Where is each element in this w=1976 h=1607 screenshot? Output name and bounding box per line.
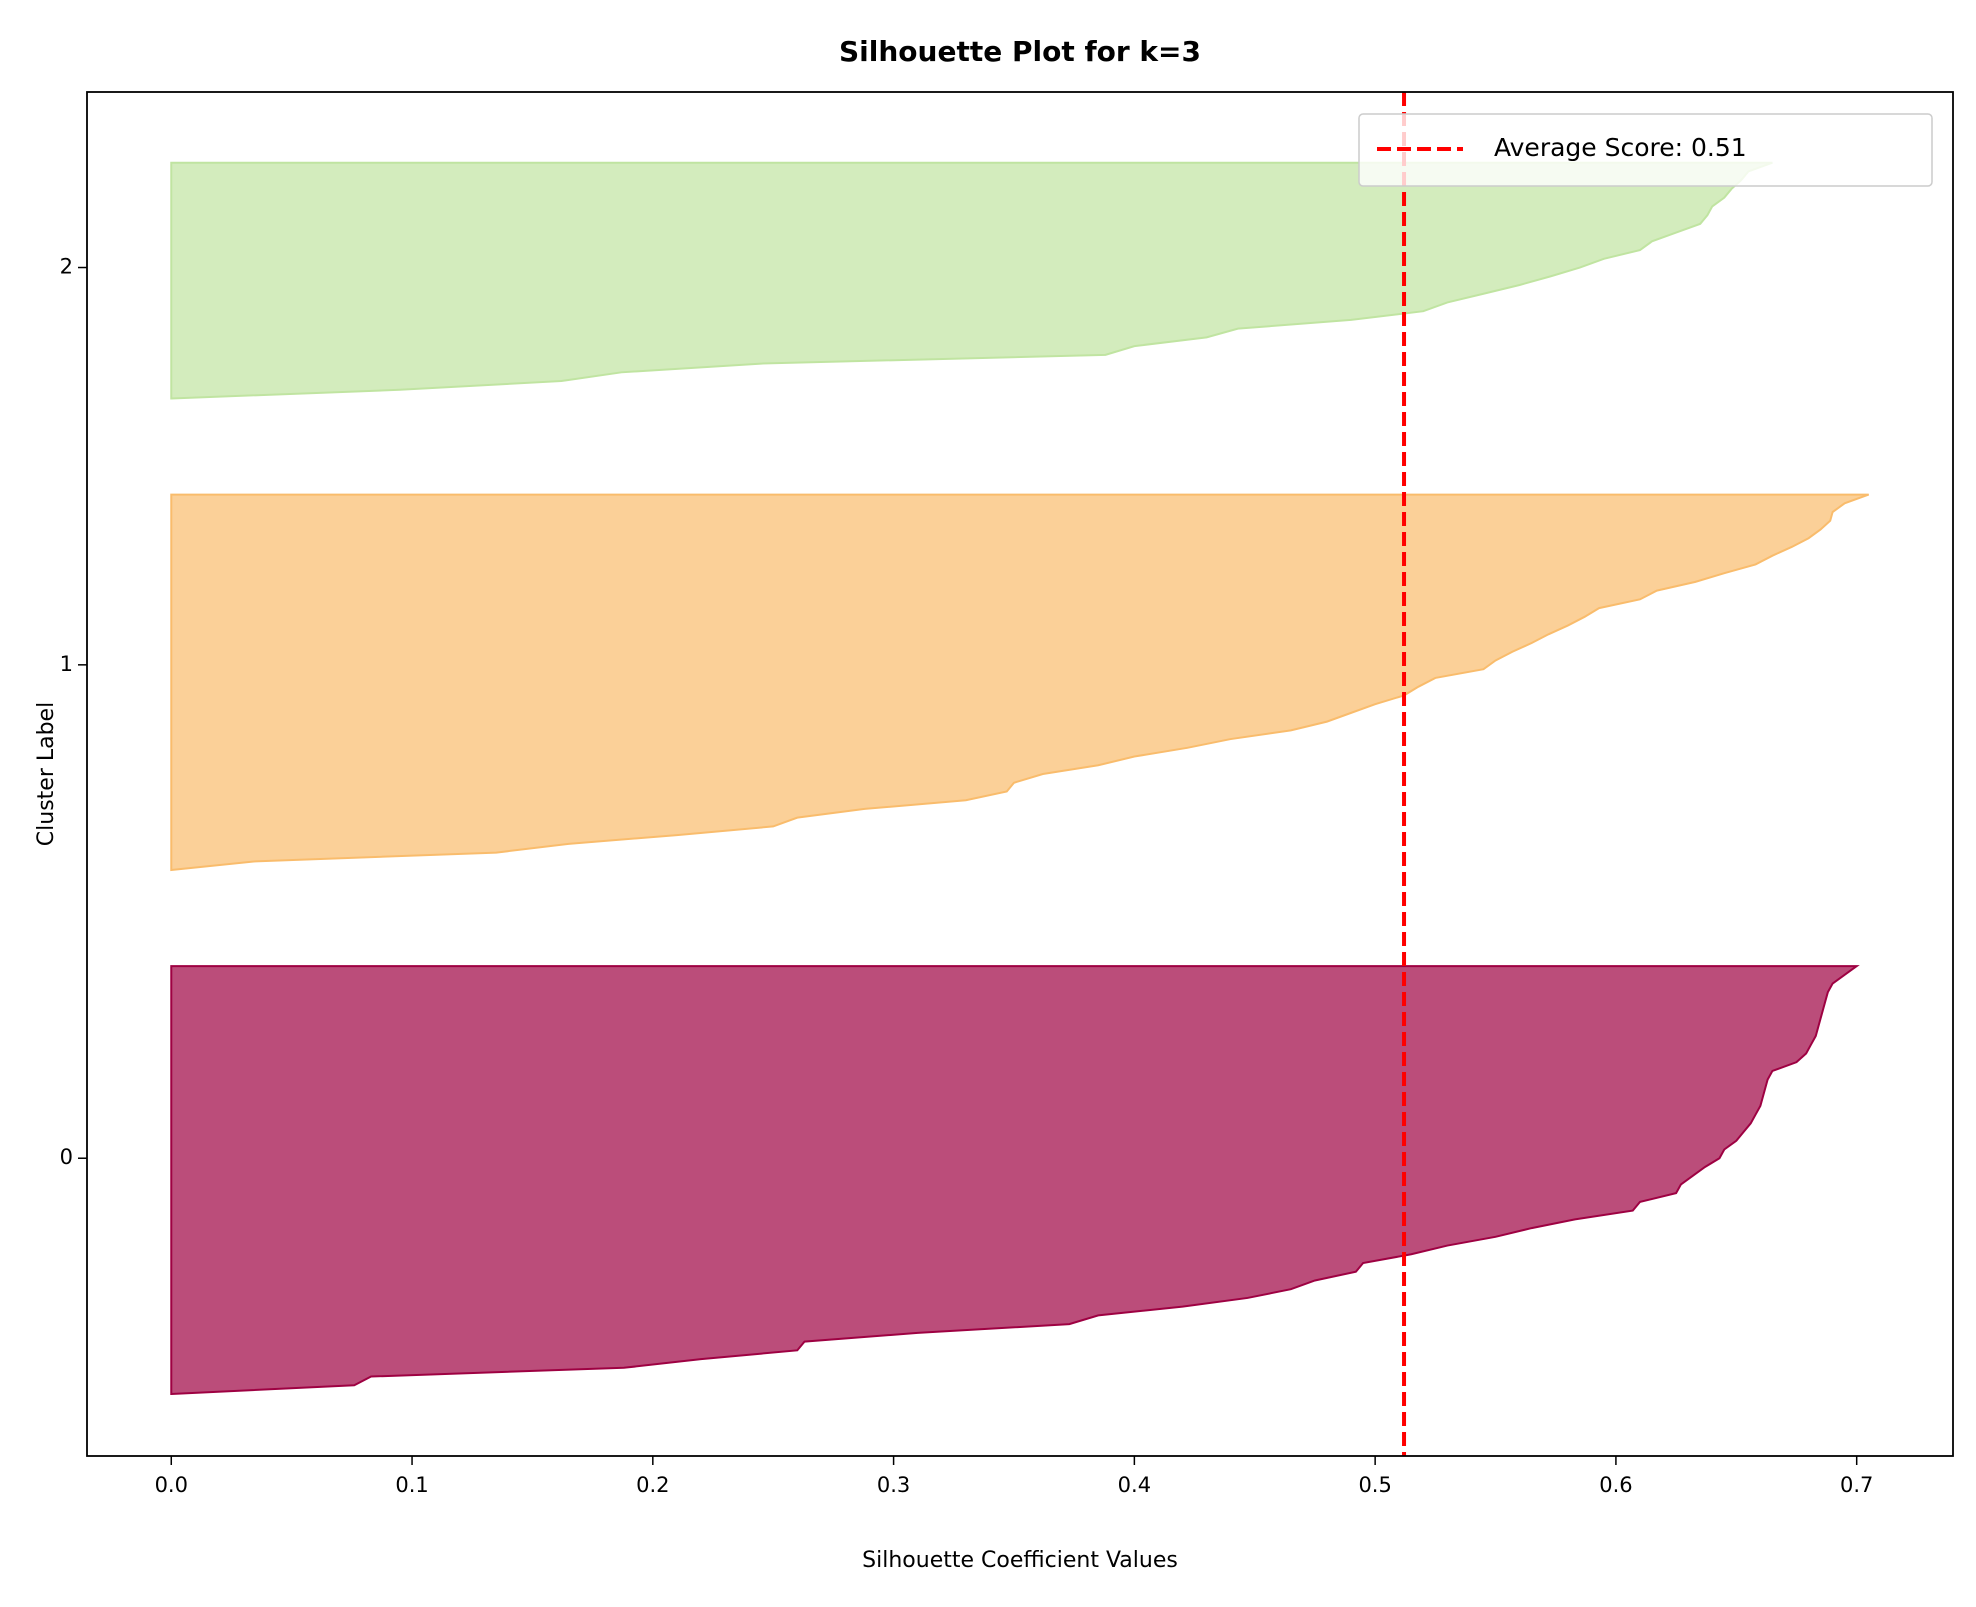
cluster-silhouette bbox=[170, 965, 1860, 1396]
x-tick-label: 0.7 bbox=[1840, 1473, 1873, 1497]
cluster-silhouette bbox=[170, 493, 1870, 872]
x-tick-label: 0.2 bbox=[636, 1473, 669, 1497]
axes-frame bbox=[86, 91, 1954, 1457]
x-tick-label: 0.4 bbox=[1118, 1473, 1151, 1497]
x-tick-label: 0.0 bbox=[155, 1473, 188, 1497]
x-tick-label: 0.1 bbox=[395, 1473, 428, 1497]
legend-label: Average Score: 0.51 bbox=[1494, 133, 1747, 162]
x-tick-label: 0.3 bbox=[877, 1473, 910, 1497]
x-axis-label: Silhouette Coefficient Values bbox=[862, 1548, 1178, 1573]
legend-box bbox=[1358, 113, 1933, 187]
y-tick-label: 0 bbox=[60, 1145, 73, 1169]
y-tick-label: 1 bbox=[60, 652, 73, 676]
y-axis-label: Cluster Label bbox=[34, 702, 59, 846]
chart-title: Silhouette Plot for k=3 bbox=[839, 35, 1201, 68]
x-tick-label: 0.5 bbox=[1358, 1473, 1391, 1497]
x-tick-label: 0.6 bbox=[1599, 1473, 1632, 1497]
y-tick-label: 2 bbox=[60, 255, 73, 279]
cluster-silhouette bbox=[170, 161, 1773, 400]
